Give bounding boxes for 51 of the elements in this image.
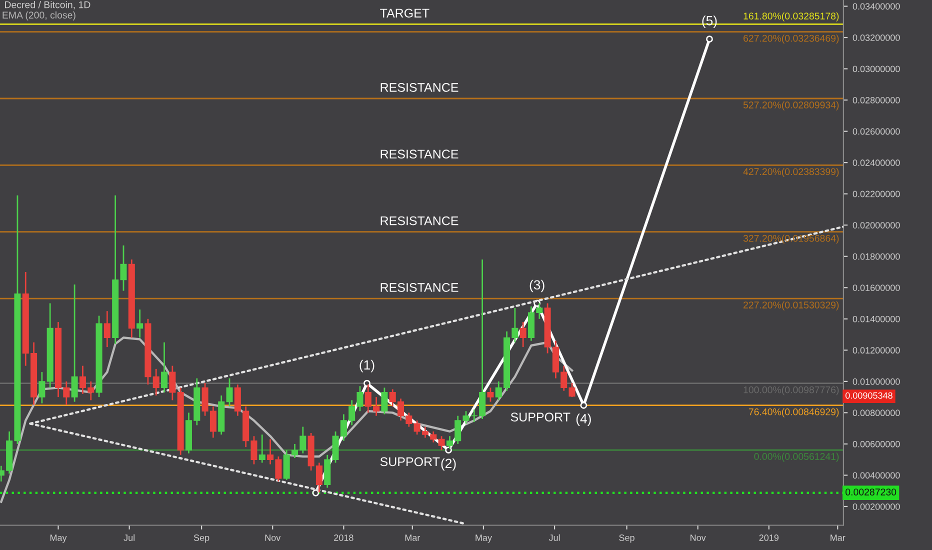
y-tick-label: 0.01000000	[852, 378, 900, 385]
y-tick-label: 0.01800000	[852, 253, 900, 260]
y-tick-label: 0.02200000	[852, 190, 900, 198]
x-tick-label: Mar	[830, 534, 846, 541]
y-tick-label: 0.02000000	[852, 222, 900, 228]
y-tick-label: 0.02800000	[852, 97, 900, 104]
y-tick-label: 0.03000000	[852, 66, 900, 72]
x-tick-label: 2018	[334, 534, 354, 541]
y-tick-label: 0.01200000	[852, 347, 900, 354]
ref-line-label: 627.20%(0.03236469)	[744, 34, 839, 44]
ref-line-label: 0.00287230	[846, 488, 896, 496]
x-tick-label: Jul	[548, 534, 560, 541]
y-tick-label: 0.03200000	[852, 34, 900, 41]
ref-line-label: 76.40%(0.00846929)	[748, 408, 839, 418]
text: 0.00905348	[846, 392, 892, 399]
annotation: RESISTANCE	[380, 216, 458, 226]
x-tick-label: May	[50, 534, 67, 543]
annotation: (4)	[576, 414, 591, 426]
x-tick-label: Jul	[124, 534, 134, 541]
y-tick-label: 0.00600000	[852, 440, 900, 448]
annotation: (1)	[360, 360, 374, 372]
y-tick-label: 0.00200000	[852, 503, 900, 510]
x-tick-label: Nov	[265, 534, 281, 541]
ref-line-label: 227.20%(0.01530329)	[744, 301, 839, 310]
annotation: (2)	[441, 458, 456, 471]
x-tick-label: Mar	[405, 534, 420, 541]
annotation: RESISTANCE	[380, 150, 458, 159]
x-tick-label: Sep	[194, 534, 210, 543]
annotation: RESISTANCE	[380, 83, 458, 92]
annotation: SUPPORT	[380, 457, 440, 466]
annotation: TARGET	[380, 8, 430, 18]
chart-title: Decred / Bitcoin, 1D	[5, 1, 90, 10]
x-tick-label: 2019	[759, 534, 779, 541]
y-tick-label: 0.01400000	[852, 316, 900, 322]
ref-line-label: 427.20%(0.02383399)	[743, 168, 839, 178]
y-tick-label: 0.02600000	[852, 128, 900, 135]
x-tick-label: Nov	[690, 534, 706, 541]
annotation: RESISTANCE	[380, 283, 458, 292]
x-tick-label: May	[476, 534, 492, 543]
annotation: (3)	[530, 280, 544, 292]
y-tick-label: 0.03400000	[852, 3, 900, 10]
y-tick-label: 0.00800000	[852, 410, 900, 416]
y-tick-label: 0.00400000	[852, 472, 900, 479]
ref-line-label: 0.00%(0.00561241)	[754, 452, 839, 462]
ref-line-label: 527.20%(0.02809934)	[743, 101, 839, 110]
y-tick-label: 0.01600000	[852, 284, 900, 291]
annotation: SUPPORT	[510, 412, 570, 422]
ref-line-label: 161.80%(0.03285178)	[744, 12, 839, 22]
y-tick-label: 0.02400000	[852, 160, 900, 166]
x-tick-label: Sep	[619, 534, 634, 543]
text: EMA (200, close)	[2, 11, 76, 20]
